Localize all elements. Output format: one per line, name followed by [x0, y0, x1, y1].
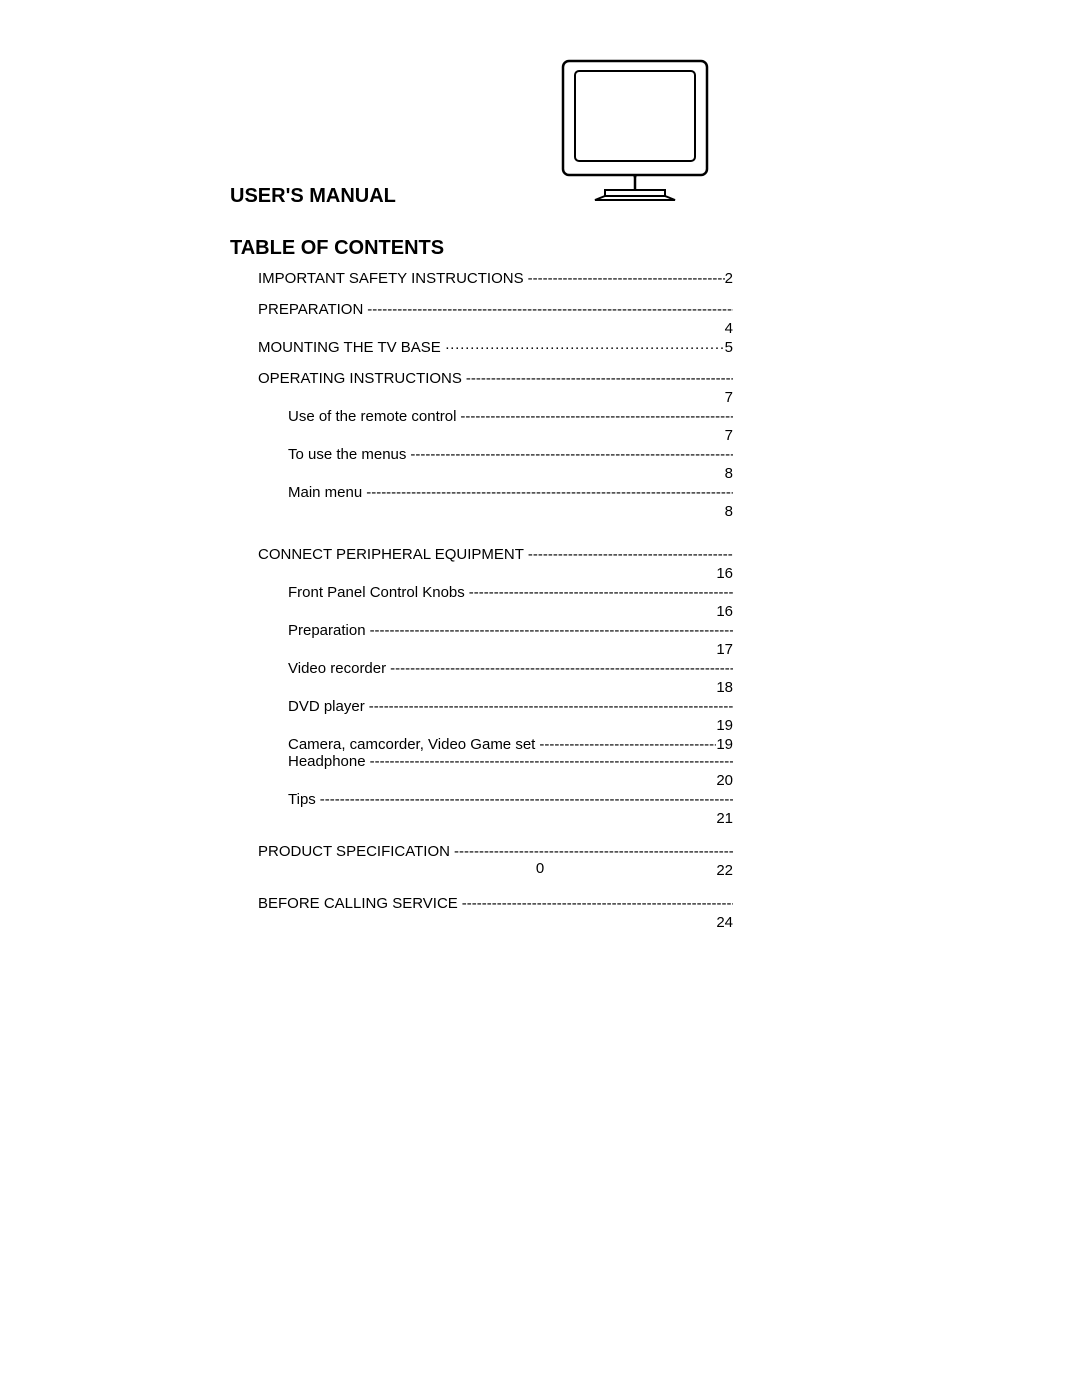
toc-label: Headphone — [288, 753, 366, 770]
toc-page-number: 19 — [716, 736, 733, 753]
toc-entry: Main menu — [288, 484, 733, 501]
toc-entry: Headphone — [288, 753, 733, 770]
toc-entry: Preparation — [288, 622, 733, 639]
tv-monitor-icon — [555, 55, 715, 220]
toc-label: Front Panel Control Knobs — [288, 584, 465, 601]
spacer — [258, 356, 733, 370]
toc-label: Preparation — [288, 622, 366, 639]
toc-entry: DVD player — [288, 698, 733, 715]
toc-label: DVD player — [288, 698, 365, 715]
table-of-contents: IMPORTANT SAFETY INSTRUCTIONS 2 PREPARATI… — [258, 270, 733, 933]
toc-leader — [524, 546, 733, 563]
toc-page-number: 24 — [258, 914, 733, 931]
toc-leader — [462, 370, 733, 387]
toc-entry: CONNECT PERIPHERAL EQUIPMENT — [258, 546, 733, 563]
toc-entry: MOUNTING THE TV BASE 5 — [258, 339, 733, 356]
toc-page-number: 7 — [258, 389, 733, 406]
toc-label: MOUNTING THE TV BASE — [258, 339, 441, 356]
toc-entry: Tips — [288, 791, 733, 808]
toc-label: Camera, camcorder, Video Game set — [288, 736, 535, 753]
page-number: 0 — [536, 860, 544, 877]
toc-label: Use of the remote control — [288, 408, 456, 425]
toc-page-number: 16 — [258, 603, 733, 620]
toc-page-number: 21 — [258, 810, 733, 827]
toc-label: PRODUCT SPECIFICATION — [258, 843, 450, 860]
toc-leader — [458, 895, 733, 912]
toc-entry: Camera, camcorder, Video Game set 19 — [288, 736, 733, 753]
toc-page-number: 17 — [258, 641, 733, 658]
toc-page-number: 7 — [258, 427, 733, 444]
toc-leader — [366, 753, 733, 770]
toc-entry: IMPORTANT SAFETY INSTRUCTIONS 2 — [258, 270, 733, 287]
toc-page-number: 19 — [258, 717, 733, 734]
toc-leader — [406, 446, 733, 463]
toc-leader — [441, 339, 725, 356]
toc-leader — [362, 484, 733, 501]
toc-leader — [365, 698, 733, 715]
toc-label: CONNECT PERIPHERAL EQUIPMENT — [258, 546, 524, 563]
toc-leader — [456, 408, 733, 425]
spacer — [258, 522, 733, 546]
toc-label: To use the menus — [288, 446, 406, 463]
toc-entry: BEFORE CALLING SERVICE — [258, 895, 733, 912]
toc-leader — [465, 584, 733, 601]
toc-label: Video recorder — [288, 660, 386, 677]
toc-page-number: 16 — [258, 565, 733, 582]
toc-page-number: 8 — [258, 503, 733, 520]
toc-page-number: 18 — [258, 679, 733, 696]
spacer — [258, 287, 733, 301]
toc-leader — [386, 660, 733, 677]
toc-leader — [366, 622, 733, 639]
toc-entry: PRODUCT SPECIFICATION — [258, 843, 733, 860]
toc-page-number: 4 — [258, 320, 733, 337]
toc-heading: TABLE OF CONTENTS — [230, 237, 444, 260]
toc-label: OPERATING INSTRUCTIONS — [258, 370, 462, 387]
toc-leader — [450, 843, 733, 860]
toc-leader — [535, 736, 716, 753]
toc-page-number: 22 — [258, 862, 733, 879]
toc-page-number: 2 — [725, 270, 733, 287]
spacer — [258, 829, 733, 843]
toc-entry: Video recorder — [288, 660, 733, 677]
toc-entry: PREPARATION — [258, 301, 733, 318]
toc-leader — [363, 301, 733, 318]
toc-leader — [316, 791, 733, 808]
toc-entry: OPERATING INSTRUCTIONS — [258, 370, 733, 387]
document-page: USER'S MANUAL TABLE OF CONTENTS IMPORTAN… — [0, 0, 1080, 1397]
toc-entry: To use the menus — [288, 446, 733, 463]
toc-leader — [524, 270, 725, 287]
toc-label: PREPARATION — [258, 301, 363, 318]
toc-page-number: 5 — [725, 339, 733, 356]
toc-page-number: 20 — [258, 772, 733, 789]
toc-label: IMPORTANT SAFETY INSTRUCTIONS — [258, 270, 524, 287]
spacer — [258, 881, 733, 895]
toc-label: Tips — [288, 791, 316, 808]
toc-entry: Use of the remote control — [288, 408, 733, 425]
toc-page-number: 8 — [258, 465, 733, 482]
toc-label: Main menu — [288, 484, 362, 501]
toc-label: BEFORE CALLING SERVICE — [258, 895, 458, 912]
toc-entry: Front Panel Control Knobs — [288, 584, 733, 601]
document-title: USER'S MANUAL — [230, 185, 396, 208]
